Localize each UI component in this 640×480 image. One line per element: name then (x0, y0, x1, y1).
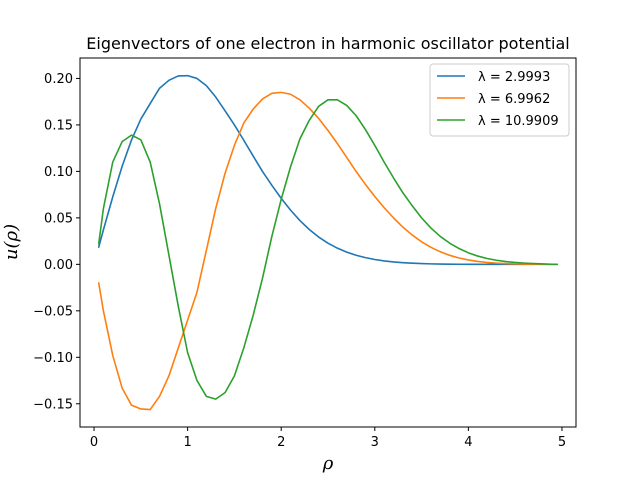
y-tick-label: 0.20 (44, 72, 73, 87)
legend-label-1: λ = 2.9993 (478, 70, 550, 85)
x-tick-label: 4 (464, 435, 472, 450)
y-tick-label: 0.10 (44, 165, 73, 180)
x-tick-label: 3 (371, 435, 379, 450)
plot-frame (79, 57, 577, 428)
x-tick-label: 2 (277, 435, 285, 450)
x-tick-label: 0 (90, 435, 98, 450)
legend-label-2: λ = 6.9962 (478, 92, 550, 107)
y-tick-label: 0.15 (44, 118, 73, 133)
y-tick-label: 0.05 (44, 211, 73, 226)
y-tick-label: 0.00 (44, 258, 73, 273)
plot-lines (97, 74, 559, 411)
y-axis-ticks: −0.15 −0.10 −0.05 0.00 0.05 0.10 0.15 0.20 (33, 72, 80, 412)
legend: λ = 2.9993 λ = 6.9962 λ = 10.9909 (429, 63, 570, 137)
x-axis-ticks: 0 1 2 3 4 5 (90, 427, 566, 450)
series-line-2 (97, 91, 559, 411)
y-tick-label: −0.05 (33, 304, 73, 319)
legend-box (429, 63, 570, 137)
x-tick-label: 5 (558, 435, 566, 450)
legend-label-3: λ = 10.9909 (478, 114, 559, 129)
series-line-1 (97, 74, 559, 266)
chart-title: Eigenvectors of one electron in harmonic… (86, 34, 569, 53)
x-axis-label: ρ (322, 453, 334, 474)
y-axis-label: u(ρ) (1, 224, 22, 260)
series-line-3 (97, 99, 559, 400)
y-tick-label: −0.10 (33, 351, 73, 366)
y-tick-label: −0.15 (33, 397, 73, 412)
x-tick-label: 1 (183, 435, 191, 450)
